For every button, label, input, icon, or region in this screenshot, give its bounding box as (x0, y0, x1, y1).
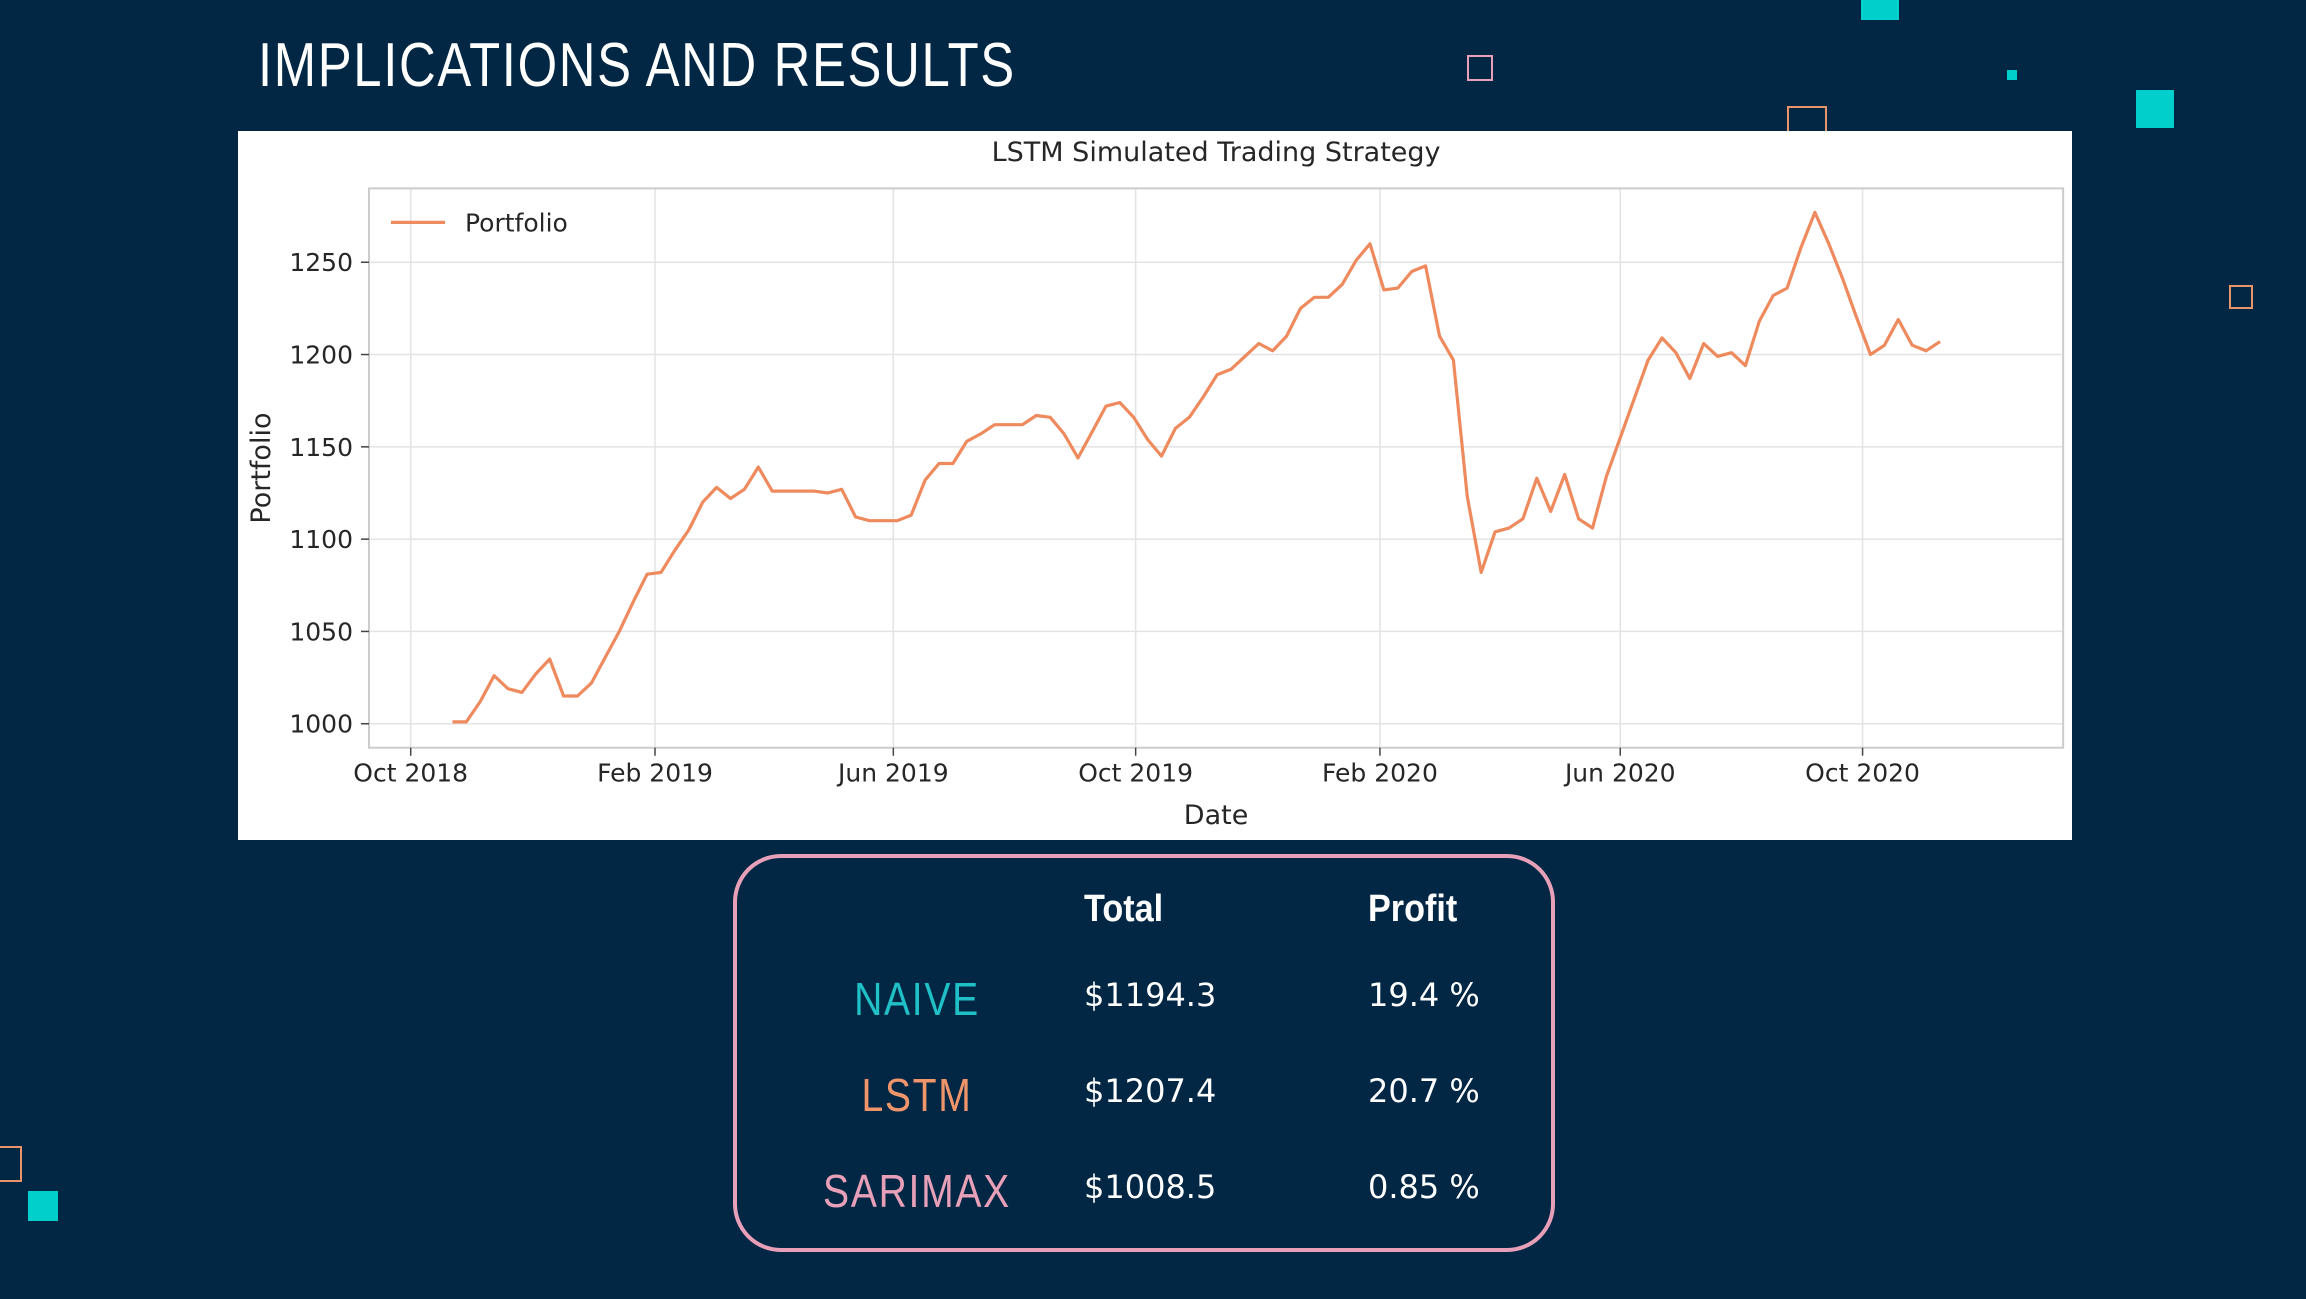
x-tick-label: Feb 2020 (1322, 759, 1438, 788)
line-chart: LSTM Simulated Trading Strategy Oct 2018… (246, 137, 2065, 831)
y-tick-label: 1200 (289, 341, 353, 370)
y-tick-label: 1000 (289, 710, 353, 739)
lstm-total: $1207.4 (1084, 1072, 1217, 1110)
decor-square (1861, 0, 1899, 20)
grid (369, 188, 2064, 748)
naive-total: $1194.3 (1084, 976, 1217, 1014)
header-profit: Profit (1368, 888, 1458, 930)
decor-square (2136, 90, 2174, 128)
naive-profit: 19.4 % (1368, 976, 1480, 1014)
x-tick-label: Feb 2019 (597, 759, 713, 788)
x-axis-label: Date (1184, 800, 1249, 831)
x-tick-label: Oct 2019 (1078, 759, 1193, 788)
decor-square (28, 1191, 58, 1221)
decor-square (2007, 70, 2017, 80)
model-lstm-label: LSTM (861, 1069, 973, 1121)
x-tick-label: Oct 2020 (1805, 759, 1920, 788)
chart-title: LSTM Simulated Trading Strategy (992, 137, 1441, 168)
header-total: Total (1084, 888, 1164, 930)
y-tick-label: 1150 (289, 433, 353, 462)
y-axis-label: Portfolio (246, 413, 277, 524)
sarimax-total: $1008.5 (1084, 1168, 1217, 1206)
y-tick-label: 1250 (289, 248, 353, 277)
model-naive-label: NAIVE (854, 973, 980, 1025)
x-tick-label: Jun 2020 (1563, 759, 1676, 788)
lstm-profit: 20.7 % (1368, 1072, 1480, 1110)
slide-title: IMPLICATIONS AND RESULTS (258, 31, 1016, 100)
sarimax-profit: 0.85 % (1368, 1168, 1480, 1206)
decor-square (1467, 55, 1493, 81)
y-tick-label: 1100 (289, 525, 353, 554)
axes: Oct 2018 Feb 2019 Jun 2019 Oct 2019 Feb 2020… (289, 248, 1920, 787)
plot-area-border (368, 187, 2065, 749)
y-tick-label: 1050 (289, 617, 353, 646)
results-table: Total Profit NAIVE $1194.3 19.4 % LSTM $… (733, 854, 1555, 1252)
legend: Portfolio (391, 208, 568, 237)
legend-label: Portfolio (465, 208, 568, 237)
model-sarimax-label: SARIMAX (823, 1165, 1011, 1217)
decor-square (0, 1146, 22, 1182)
series-points (452, 212, 1940, 722)
x-tick-label: Oct 2018 (353, 759, 468, 788)
x-tick-label: Jun 2019 (836, 759, 949, 788)
chart-panel: LSTM Simulated Trading Strategy Oct 2018… (238, 131, 2072, 840)
series-line-portfolio (452, 210, 1941, 724)
decor-square (2229, 285, 2253, 309)
